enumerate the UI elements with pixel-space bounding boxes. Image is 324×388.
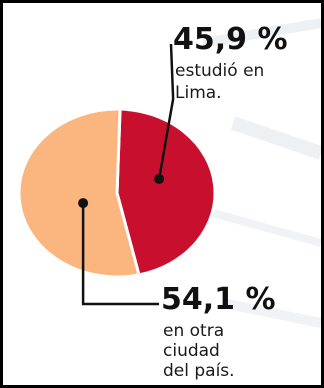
- slice-lima-leader-dot: [154, 173, 165, 184]
- slice-other-leader-dot: [78, 198, 89, 209]
- slice-lima-desc-line-1: estudió en: [175, 61, 265, 81]
- pie-slice-other: [17, 107, 141, 279]
- background-streaks: [202, 18, 321, 328]
- slice-other-percent-label: 54,1 %: [161, 282, 276, 317]
- slice-other-leader-line: [81, 203, 159, 306]
- slice-lima-desc-line-2: Lima.: [175, 83, 222, 103]
- slice-other-desc-line-2: ciudad: [163, 341, 220, 361]
- slice-other-desc-line-3: del país.: [163, 361, 235, 381]
- pie-slice-lima: [115, 107, 217, 277]
- slice-lima-percent-label: 45,9 %: [173, 22, 288, 57]
- slice-lima-leader-line: [157, 43, 175, 180]
- slice-other-desc-line-1: en otra: [163, 321, 225, 341]
- pie-chart: [17, 43, 217, 306]
